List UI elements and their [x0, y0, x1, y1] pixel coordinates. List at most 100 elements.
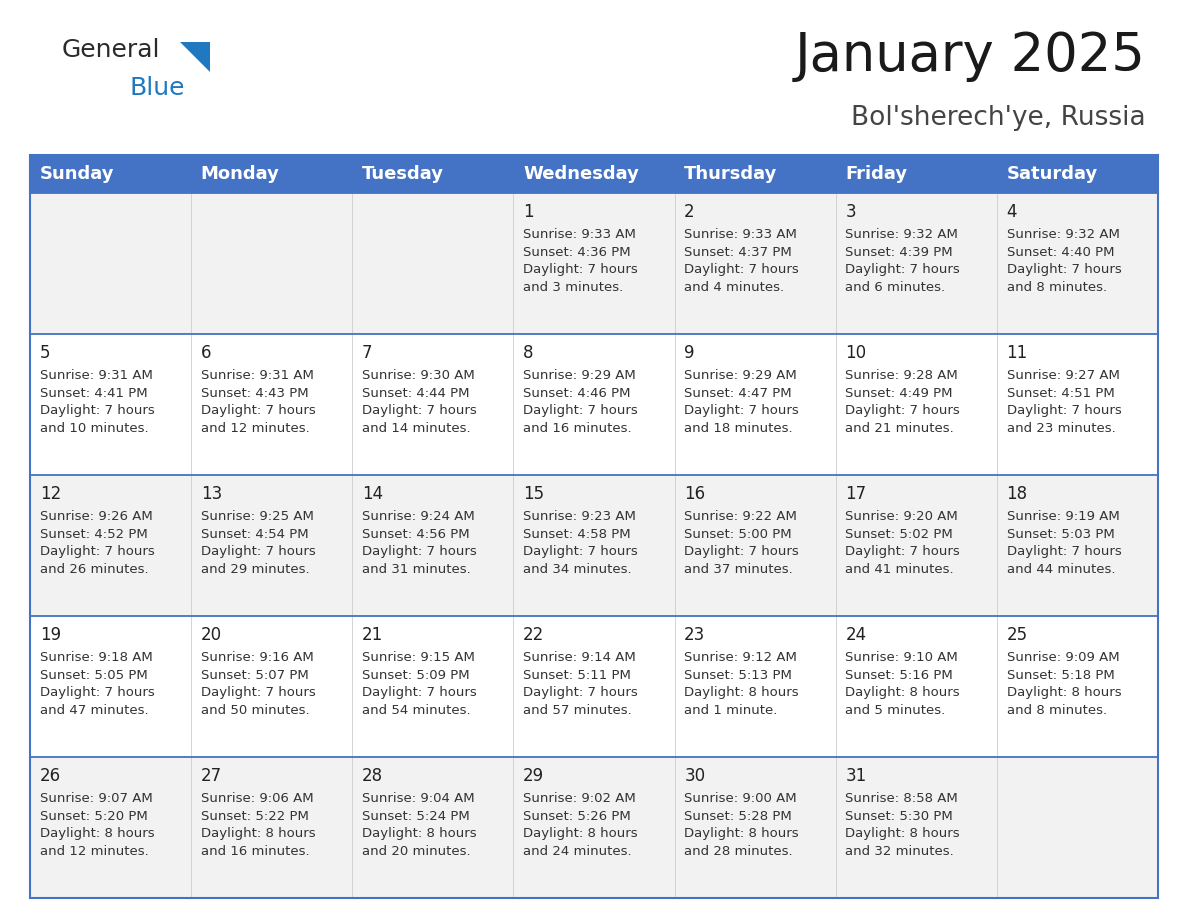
Text: 30: 30	[684, 767, 706, 785]
Text: 1: 1	[523, 203, 533, 221]
Text: 25: 25	[1006, 626, 1028, 644]
Text: Sunrise: 9:33 AM
Sunset: 4:36 PM
Daylight: 7 hours
and 3 minutes.: Sunrise: 9:33 AM Sunset: 4:36 PM Dayligh…	[523, 229, 638, 294]
Bar	[997, 757, 1158, 898]
Bar	[30, 475, 191, 616]
Bar	[997, 334, 1158, 475]
Text: Thursday: Thursday	[684, 165, 778, 183]
Text: Sunrise: 9:02 AM
Sunset: 5:26 PM
Daylight: 8 hours
and 24 minutes.: Sunrise: 9:02 AM Sunset: 5:26 PM Dayligh…	[523, 792, 638, 857]
Bar	[513, 193, 675, 334]
Text: Sunrise: 9:33 AM
Sunset: 4:37 PM
Daylight: 7 hours
and 4 minutes.: Sunrise: 9:33 AM Sunset: 4:37 PM Dayligh…	[684, 229, 800, 294]
Text: Friday: Friday	[846, 165, 908, 183]
Bar	[835, 193, 997, 334]
Text: 23: 23	[684, 626, 706, 644]
Bar	[835, 757, 997, 898]
Text: 6: 6	[201, 344, 211, 362]
Text: Sunrise: 8:58 AM
Sunset: 5:30 PM
Daylight: 8 hours
and 32 minutes.: Sunrise: 8:58 AM Sunset: 5:30 PM Dayligh…	[846, 792, 960, 857]
Bar	[353, 155, 513, 193]
Bar	[513, 475, 675, 616]
Bar	[997, 193, 1158, 334]
Bar	[675, 193, 835, 334]
Text: 3: 3	[846, 203, 857, 221]
Bar	[835, 475, 997, 616]
Text: General: General	[62, 38, 160, 62]
Bar	[675, 155, 835, 193]
Text: Sunrise: 9:32 AM
Sunset: 4:40 PM
Daylight: 7 hours
and 8 minutes.: Sunrise: 9:32 AM Sunset: 4:40 PM Dayligh…	[1006, 229, 1121, 294]
Text: 24: 24	[846, 626, 866, 644]
Text: Tuesday: Tuesday	[362, 165, 444, 183]
Bar	[191, 757, 353, 898]
Text: 12: 12	[39, 485, 61, 503]
Text: 31: 31	[846, 767, 866, 785]
Text: Wednesday: Wednesday	[523, 165, 639, 183]
Bar	[997, 475, 1158, 616]
Bar	[191, 475, 353, 616]
Text: Sunrise: 9:29 AM
Sunset: 4:46 PM
Daylight: 7 hours
and 16 minutes.: Sunrise: 9:29 AM Sunset: 4:46 PM Dayligh…	[523, 369, 638, 435]
Text: 2: 2	[684, 203, 695, 221]
Bar	[353, 757, 513, 898]
Text: Sunrise: 9:28 AM
Sunset: 4:49 PM
Daylight: 7 hours
and 21 minutes.: Sunrise: 9:28 AM Sunset: 4:49 PM Dayligh…	[846, 369, 960, 435]
Polygon shape	[181, 42, 210, 72]
Bar	[191, 155, 353, 193]
Text: Sunrise: 9:10 AM
Sunset: 5:16 PM
Daylight: 8 hours
and 5 minutes.: Sunrise: 9:10 AM Sunset: 5:16 PM Dayligh…	[846, 651, 960, 717]
Text: 22: 22	[523, 626, 544, 644]
Text: 17: 17	[846, 485, 866, 503]
Text: Sunrise: 9:07 AM
Sunset: 5:20 PM
Daylight: 8 hours
and 12 minutes.: Sunrise: 9:07 AM Sunset: 5:20 PM Dayligh…	[39, 792, 154, 857]
Text: January 2025: January 2025	[795, 30, 1146, 82]
Text: Sunrise: 9:16 AM
Sunset: 5:07 PM
Daylight: 7 hours
and 50 minutes.: Sunrise: 9:16 AM Sunset: 5:07 PM Dayligh…	[201, 651, 316, 717]
Bar	[675, 616, 835, 757]
Text: Sunrise: 9:26 AM
Sunset: 4:52 PM
Daylight: 7 hours
and 26 minutes.: Sunrise: 9:26 AM Sunset: 4:52 PM Dayligh…	[39, 510, 154, 576]
Text: 9: 9	[684, 344, 695, 362]
Text: Sunrise: 9:24 AM
Sunset: 4:56 PM
Daylight: 7 hours
and 31 minutes.: Sunrise: 9:24 AM Sunset: 4:56 PM Dayligh…	[362, 510, 476, 576]
Bar	[997, 155, 1158, 193]
Text: 20: 20	[201, 626, 222, 644]
Bar	[353, 616, 513, 757]
Text: Sunrise: 9:29 AM
Sunset: 4:47 PM
Daylight: 7 hours
and 18 minutes.: Sunrise: 9:29 AM Sunset: 4:47 PM Dayligh…	[684, 369, 800, 435]
Text: Sunrise: 9:14 AM
Sunset: 5:11 PM
Daylight: 7 hours
and 57 minutes.: Sunrise: 9:14 AM Sunset: 5:11 PM Dayligh…	[523, 651, 638, 717]
Bar	[997, 616, 1158, 757]
Text: Sunday: Sunday	[39, 165, 114, 183]
Text: Sunrise: 9:31 AM
Sunset: 4:43 PM
Daylight: 7 hours
and 12 minutes.: Sunrise: 9:31 AM Sunset: 4:43 PM Dayligh…	[201, 369, 316, 435]
Bar	[353, 193, 513, 334]
Bar	[30, 616, 191, 757]
Text: Sunrise: 9:32 AM
Sunset: 4:39 PM
Daylight: 7 hours
and 6 minutes.: Sunrise: 9:32 AM Sunset: 4:39 PM Dayligh…	[846, 229, 960, 294]
Text: 28: 28	[362, 767, 383, 785]
Bar	[513, 334, 675, 475]
Bar	[835, 334, 997, 475]
Bar	[191, 334, 353, 475]
Text: Sunrise: 9:06 AM
Sunset: 5:22 PM
Daylight: 8 hours
and 16 minutes.: Sunrise: 9:06 AM Sunset: 5:22 PM Dayligh…	[201, 792, 316, 857]
Bar	[30, 155, 191, 193]
Bar	[30, 757, 191, 898]
Bar	[30, 155, 1158, 898]
Text: Sunrise: 9:30 AM
Sunset: 4:44 PM
Daylight: 7 hours
and 14 minutes.: Sunrise: 9:30 AM Sunset: 4:44 PM Dayligh…	[362, 369, 476, 435]
Text: Sunrise: 9:18 AM
Sunset: 5:05 PM
Daylight: 7 hours
and 47 minutes.: Sunrise: 9:18 AM Sunset: 5:05 PM Dayligh…	[39, 651, 154, 717]
Bar	[513, 616, 675, 757]
Text: 4: 4	[1006, 203, 1017, 221]
Text: 29: 29	[523, 767, 544, 785]
Text: Sunrise: 9:12 AM
Sunset: 5:13 PM
Daylight: 8 hours
and 1 minute.: Sunrise: 9:12 AM Sunset: 5:13 PM Dayligh…	[684, 651, 798, 717]
Bar	[835, 155, 997, 193]
Text: 27: 27	[201, 767, 222, 785]
Text: Bol'sherech'ye, Russia: Bol'sherech'ye, Russia	[852, 105, 1146, 131]
Text: 10: 10	[846, 344, 866, 362]
Text: Sunrise: 9:09 AM
Sunset: 5:18 PM
Daylight: 8 hours
and 8 minutes.: Sunrise: 9:09 AM Sunset: 5:18 PM Dayligh…	[1006, 651, 1121, 717]
Text: 18: 18	[1006, 485, 1028, 503]
Text: Sunrise: 9:19 AM
Sunset: 5:03 PM
Daylight: 7 hours
and 44 minutes.: Sunrise: 9:19 AM Sunset: 5:03 PM Dayligh…	[1006, 510, 1121, 576]
Text: Sunrise: 9:27 AM
Sunset: 4:51 PM
Daylight: 7 hours
and 23 minutes.: Sunrise: 9:27 AM Sunset: 4:51 PM Dayligh…	[1006, 369, 1121, 435]
Text: 26: 26	[39, 767, 61, 785]
Text: 11: 11	[1006, 344, 1028, 362]
Text: 5: 5	[39, 344, 50, 362]
Text: Sunrise: 9:23 AM
Sunset: 4:58 PM
Daylight: 7 hours
and 34 minutes.: Sunrise: 9:23 AM Sunset: 4:58 PM Dayligh…	[523, 510, 638, 576]
Text: Sunrise: 9:22 AM
Sunset: 5:00 PM
Daylight: 7 hours
and 37 minutes.: Sunrise: 9:22 AM Sunset: 5:00 PM Dayligh…	[684, 510, 800, 576]
Bar	[513, 155, 675, 193]
Bar	[675, 757, 835, 898]
Bar	[30, 334, 191, 475]
Text: Blue: Blue	[129, 76, 185, 100]
Text: Sunrise: 9:15 AM
Sunset: 5:09 PM
Daylight: 7 hours
and 54 minutes.: Sunrise: 9:15 AM Sunset: 5:09 PM Dayligh…	[362, 651, 476, 717]
Text: Sunrise: 9:20 AM
Sunset: 5:02 PM
Daylight: 7 hours
and 41 minutes.: Sunrise: 9:20 AM Sunset: 5:02 PM Dayligh…	[846, 510, 960, 576]
Text: Saturday: Saturday	[1006, 165, 1098, 183]
Bar	[513, 757, 675, 898]
Text: 8: 8	[523, 344, 533, 362]
Bar	[191, 193, 353, 334]
Text: 15: 15	[523, 485, 544, 503]
Text: 14: 14	[362, 485, 383, 503]
